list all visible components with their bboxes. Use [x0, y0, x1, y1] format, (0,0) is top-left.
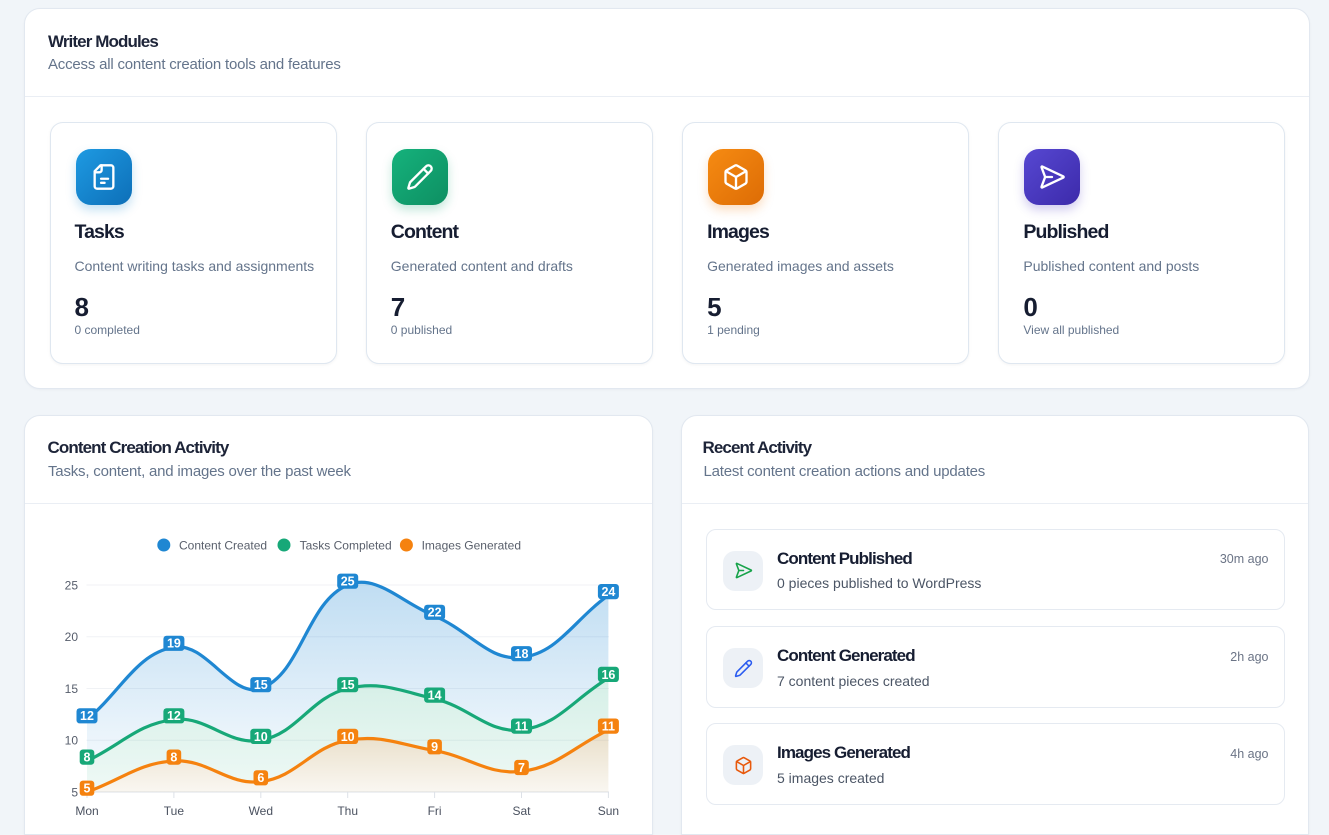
svg-text:15: 15: [341, 678, 355, 692]
svg-text:16: 16: [601, 668, 615, 682]
svg-text:19: 19: [167, 637, 181, 651]
svg-text:Thu: Thu: [337, 804, 358, 818]
svg-text:6: 6: [257, 771, 264, 785]
svg-text:Sat: Sat: [512, 804, 531, 818]
svg-text:11: 11: [515, 720, 528, 734]
svg-text:8: 8: [170, 751, 177, 765]
svg-text:5: 5: [84, 782, 91, 796]
svg-text:Images Generated: Images Generated: [422, 538, 521, 552]
svg-text:Tasks Completed: Tasks Completed: [300, 538, 392, 552]
svg-text:10: 10: [341, 730, 355, 744]
svg-text:25: 25: [341, 575, 355, 589]
svg-text:25: 25: [65, 578, 79, 592]
svg-text:15: 15: [65, 682, 79, 696]
svg-text:10: 10: [254, 730, 268, 744]
svg-text:12: 12: [167, 709, 181, 723]
svg-text:5: 5: [71, 785, 78, 799]
svg-text:18: 18: [515, 647, 529, 661]
svg-text:9: 9: [431, 740, 438, 754]
svg-text:24: 24: [601, 585, 615, 599]
svg-text:8: 8: [84, 751, 91, 765]
svg-text:Sun: Sun: [598, 804, 619, 818]
svg-text:20: 20: [65, 630, 79, 644]
svg-text:Wed: Wed: [249, 804, 273, 818]
svg-text:Fri: Fri: [428, 804, 442, 818]
svg-text:15: 15: [254, 678, 268, 692]
svg-text:7: 7: [518, 761, 525, 775]
svg-text:Content Created: Content Created: [179, 538, 267, 552]
svg-text:11: 11: [602, 720, 615, 734]
svg-text:Tue: Tue: [164, 804, 185, 818]
svg-text:Mon: Mon: [75, 804, 98, 818]
svg-text:22: 22: [428, 606, 442, 620]
svg-text:12: 12: [80, 709, 94, 723]
svg-text:10: 10: [65, 734, 79, 748]
svg-text:14: 14: [428, 689, 442, 703]
